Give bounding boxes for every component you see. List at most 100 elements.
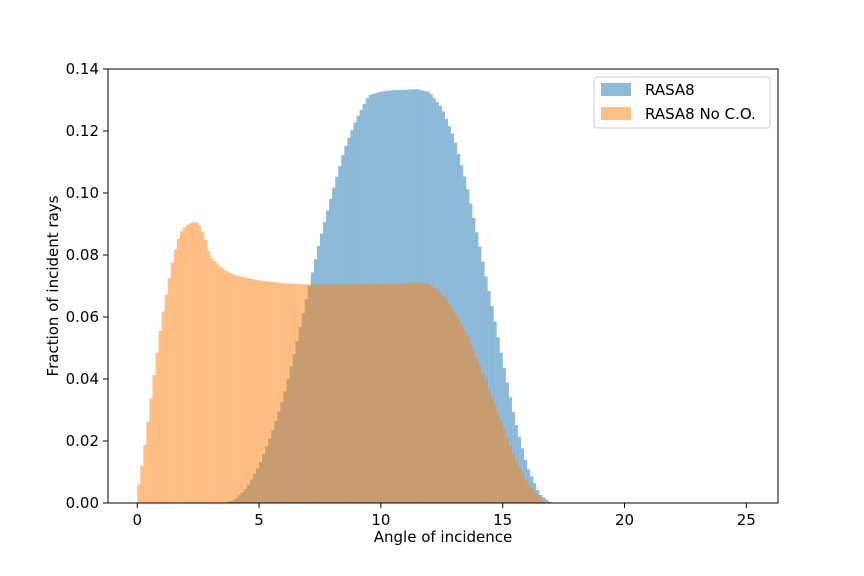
- histogram-bar: [405, 283, 409, 503]
- series-1-bars: [137, 222, 546, 504]
- histogram-bar: [301, 284, 305, 503]
- histogram-bar: [502, 429, 506, 503]
- histogram-bar: [408, 283, 412, 503]
- histogram-bar: [182, 227, 187, 504]
- histogram-bar: [447, 304, 452, 503]
- y-tick-label: 0.10: [66, 184, 99, 202]
- histogram-bar: [514, 461, 519, 503]
- histogram-bar: [390, 283, 394, 503]
- histogram-bar: [457, 318, 461, 503]
- histogram-bar: [435, 290, 439, 503]
- histogram-bar: [414, 282, 418, 503]
- histogram-bar: [280, 283, 284, 503]
- histogram-bar: [478, 365, 482, 503]
- histogram-bar: [368, 283, 372, 503]
- histogram-bar: [484, 381, 488, 503]
- histogram-bar: [292, 283, 296, 503]
- histogram-bar: [490, 397, 494, 503]
- histogram-bar: [475, 358, 479, 503]
- histogram-bar: [399, 283, 403, 503]
- histogram-bar: [393, 283, 397, 503]
- y-tick-label: 0.02: [66, 432, 99, 450]
- x-tick-label: 20: [615, 511, 634, 529]
- y-axis: 0.00 0.02 0.04 0.06 0.08 0.10 0.12 0.14: [66, 60, 108, 512]
- histogram-bar: [429, 285, 433, 503]
- histogram-bar: [344, 284, 348, 503]
- histogram-bar: [185, 224, 190, 503]
- histogram-bar: [268, 281, 272, 503]
- histogram-bar: [496, 413, 500, 503]
- histogram-bars: [137, 89, 552, 504]
- histogram-bar: [307, 284, 311, 503]
- histogram-bar: [158, 330, 162, 503]
- legend-label-rasa8: RASA8: [645, 81, 695, 99]
- histogram-bar: [377, 283, 382, 503]
- histogram-bar: [271, 281, 275, 503]
- histogram-bar: [460, 324, 464, 503]
- histogram-bar: [362, 284, 366, 503]
- histogram-bar: [517, 467, 522, 503]
- histogram-bar: [347, 284, 351, 503]
- histogram-bar: [259, 280, 263, 503]
- histogram-bar: [530, 488, 534, 503]
- histogram-bar: [319, 284, 324, 503]
- legend-swatch-rasa8-no-co: [601, 107, 631, 120]
- histogram-bar: [396, 283, 400, 503]
- histogram-bar: [472, 350, 476, 503]
- y-tick-label: 0.00: [66, 494, 99, 512]
- histogram-bar: [487, 389, 491, 503]
- y-tick-label: 0.06: [66, 308, 99, 326]
- histogram-bar: [283, 283, 287, 503]
- histogram-bar: [304, 284, 308, 503]
- histogram-bar: [274, 282, 278, 503]
- histogram-bar: [240, 276, 244, 503]
- y-tick-label: 0.04: [66, 370, 99, 388]
- histogram-bar: [499, 421, 503, 503]
- histogram-bar: [338, 284, 342, 503]
- histogram-bar: [365, 284, 369, 503]
- histogram-bar: [313, 284, 318, 503]
- histogram-bar: [204, 240, 208, 503]
- x-axis-label: Angle of incidence: [374, 528, 513, 546]
- histogram-bar: [152, 375, 156, 503]
- legend-swatch-rasa8: [601, 83, 631, 96]
- histogram-bar: [466, 336, 470, 503]
- histogram-bar: [481, 373, 485, 503]
- histogram-bar: [417, 282, 421, 503]
- histogram-bar: [423, 283, 427, 503]
- histogram-bar: [179, 231, 184, 504]
- histogram-bar: [143, 444, 147, 503]
- histogram-bar: [164, 294, 168, 503]
- histogram-bar: [374, 283, 378, 503]
- histogram-bar: [237, 276, 241, 503]
- histogram-bar: [353, 284, 357, 503]
- histogram-bar: [426, 284, 430, 503]
- y-axis-label: Fraction of incident rays: [44, 195, 62, 376]
- histogram-bar: [359, 284, 363, 503]
- histogram-bar: [438, 292, 442, 503]
- histogram-bar: [155, 352, 159, 503]
- histogram-bar: [371, 283, 375, 503]
- histogram-bar: [542, 500, 546, 503]
- histogram-bar: [161, 311, 165, 503]
- histogram-bar: [386, 283, 391, 503]
- histogram-bar: [277, 282, 281, 503]
- histogram-bar: [189, 223, 193, 503]
- histogram-bar: [524, 479, 528, 503]
- plot-frame: [107, 68, 779, 504]
- histogram-bar: [441, 295, 445, 503]
- histogram-bar: [234, 275, 238, 503]
- histogram-bar: [533, 491, 537, 503]
- histogram-bar: [198, 225, 202, 504]
- histogram-bar: [453, 313, 458, 503]
- histogram-bar: [508, 445, 512, 503]
- histogram-bar: [511, 453, 516, 503]
- histogram-bar: [170, 262, 174, 503]
- histogram-bar: [310, 284, 315, 503]
- histogram-bar: [225, 271, 229, 503]
- histogram-bar: [289, 283, 293, 503]
- x-tick-label: 5: [254, 511, 264, 529]
- y-tick-label: 0.14: [66, 60, 99, 78]
- histogram-bar: [444, 300, 449, 503]
